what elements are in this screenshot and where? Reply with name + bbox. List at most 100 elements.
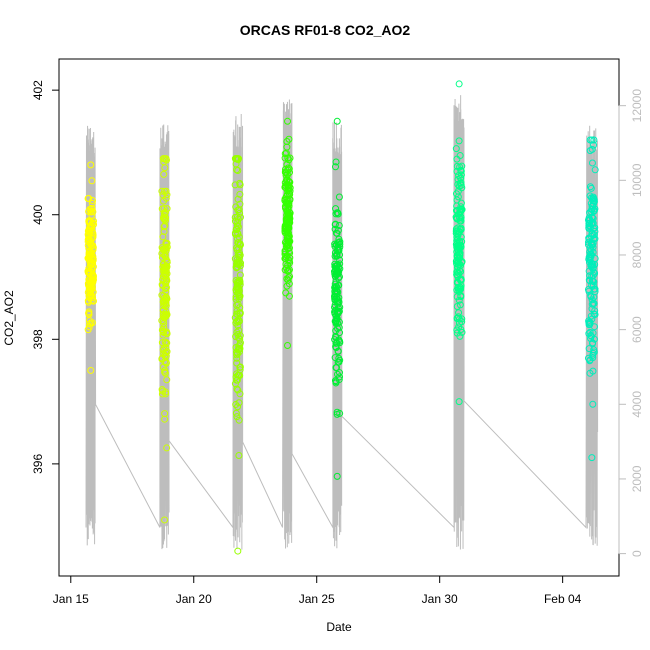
data-point — [235, 348, 243, 356]
data-point — [233, 413, 241, 421]
data-point — [331, 336, 339, 344]
data-point — [332, 266, 340, 274]
series-rf01 — [84, 161, 98, 374]
data-point — [286, 219, 294, 227]
data-point — [331, 284, 339, 292]
data-point — [590, 231, 598, 239]
data-point — [587, 293, 595, 301]
series-rf03 — [231, 155, 245, 555]
data-point — [453, 162, 461, 170]
data-point — [332, 364, 340, 372]
data-point — [282, 253, 290, 261]
data-point — [456, 332, 464, 340]
data-point — [85, 311, 93, 319]
data-point — [163, 339, 171, 347]
data-point — [590, 136, 598, 144]
data-point — [334, 243, 342, 251]
series-rf02 — [158, 155, 171, 524]
data-point — [158, 205, 166, 213]
data-point — [457, 174, 465, 182]
data-point — [161, 415, 169, 423]
data-point — [282, 289, 290, 297]
data-point — [286, 195, 294, 203]
data-point — [334, 226, 342, 234]
data-point — [163, 330, 171, 338]
data-point — [457, 167, 465, 175]
data-point — [88, 177, 96, 185]
data-point — [333, 264, 341, 272]
data-point — [162, 349, 170, 357]
data-point — [86, 248, 94, 256]
data-point — [586, 254, 594, 262]
y2-tick-label: 10000 — [630, 163, 644, 197]
data-point — [233, 328, 241, 336]
data-point — [236, 304, 244, 312]
data-point — [236, 341, 244, 349]
data-point — [588, 240, 596, 248]
data-point — [586, 183, 594, 191]
data-point — [585, 276, 593, 284]
data-point — [283, 227, 291, 235]
data-point — [235, 416, 243, 424]
data-point — [84, 298, 92, 306]
data-point — [163, 376, 171, 384]
data-point — [284, 154, 292, 162]
data-point — [285, 178, 293, 186]
data-point — [235, 452, 243, 460]
data-point — [283, 241, 291, 249]
data-point — [335, 222, 343, 230]
data-point — [233, 222, 241, 230]
data-point — [162, 267, 170, 275]
data-point — [454, 273, 462, 281]
data-point — [232, 295, 240, 303]
x-tick-label: Jan 20 — [176, 592, 212, 606]
data-point — [161, 368, 169, 376]
data-point — [233, 234, 241, 242]
data-point — [454, 268, 462, 276]
data-point — [589, 281, 597, 289]
data-point — [159, 331, 167, 339]
data-point — [85, 308, 93, 316]
y2-tick-label: 6000 — [630, 316, 644, 343]
data-point — [283, 233, 291, 241]
data-point — [585, 224, 593, 232]
data-point — [163, 444, 171, 452]
y-axis-label: CO2_AO2 — [2, 290, 16, 346]
data-point — [331, 288, 339, 296]
data-point — [587, 261, 595, 269]
data-point — [331, 308, 339, 316]
x-tick-label: Jan 30 — [422, 592, 458, 606]
x-axis: Jan 15 Jan 20 Jan 25 Jan 30 Feb 04 — [53, 575, 582, 606]
series-rf05 — [330, 117, 344, 480]
data-point — [588, 159, 596, 167]
data-point — [331, 225, 339, 233]
data-point — [586, 147, 594, 155]
data-point — [332, 378, 340, 386]
data-point — [234, 195, 242, 203]
data-point — [235, 317, 243, 325]
data-point — [333, 316, 341, 324]
data-point — [232, 409, 240, 417]
data-point — [86, 227, 94, 235]
data-point — [161, 217, 169, 225]
x-tick-label: Jan 15 — [53, 592, 89, 606]
data-point — [590, 278, 598, 286]
data-point — [586, 320, 594, 328]
data-point — [159, 327, 167, 335]
data-point — [589, 299, 597, 307]
series-rf06 — [452, 80, 466, 406]
series-rf04 — [281, 117, 294, 350]
data-point — [457, 181, 465, 189]
data-point — [231, 181, 239, 189]
data-point — [589, 277, 597, 285]
data-point — [234, 547, 242, 555]
data-point — [236, 366, 244, 374]
data-point — [457, 243, 465, 251]
data-point — [584, 241, 592, 249]
data-point — [587, 335, 595, 343]
data-point — [453, 196, 461, 204]
data-point — [84, 195, 92, 203]
data-point — [457, 217, 465, 225]
